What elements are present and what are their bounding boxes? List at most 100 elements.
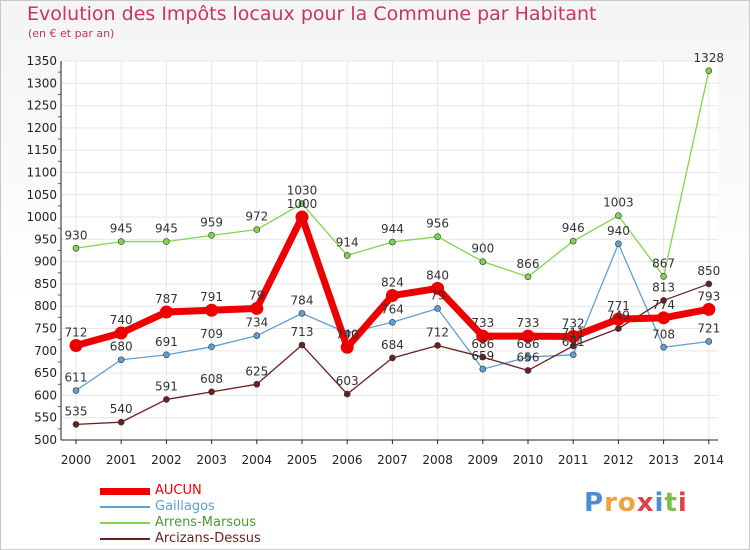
data-point: [298, 200, 306, 207]
data-label: 733: [471, 316, 494, 330]
data-point: [72, 421, 80, 428]
x-tick-label: 2012: [603, 453, 634, 467]
data-point: [615, 212, 622, 220]
data-point: [389, 354, 396, 362]
data-label: 691: [562, 335, 585, 349]
data-point: [253, 332, 261, 339]
x-tick-label: 2002: [151, 453, 182, 467]
data-label: 740: [336, 327, 359, 341]
data-label: 784: [291, 293, 314, 307]
data-label: 1000: [287, 197, 318, 211]
legend-label: Gaillagos: [155, 499, 215, 514]
data-point: [611, 312, 625, 326]
y-tick-label: 550: [34, 411, 57, 425]
y-tick-label: 1150: [26, 143, 57, 157]
x-tick-label: 2009: [468, 453, 499, 467]
logo-letter: P: [584, 488, 605, 518]
data-label: 740: [110, 313, 133, 327]
legend-swatch: [100, 488, 150, 495]
data-label: 591: [155, 379, 178, 393]
data-label: 900: [471, 242, 494, 256]
data-label: 787: [155, 292, 178, 306]
data-label: 79: [249, 288, 264, 302]
x-tick-label: 2005: [287, 453, 318, 467]
data-point: [479, 365, 487, 373]
legend-label: Arcizans-Dessus: [155, 531, 261, 546]
data-point: [298, 341, 306, 349]
y-tick-label: 1350: [26, 54, 57, 68]
data-point: [524, 273, 532, 281]
data-point: [253, 380, 261, 388]
data-label: 945: [155, 222, 178, 236]
data-label: 680: [110, 340, 133, 354]
data-point: [660, 273, 667, 280]
data-label: 656: [517, 350, 540, 364]
data-label: 712: [65, 325, 88, 339]
data-label: 611: [65, 371, 88, 385]
data-point: [205, 303, 219, 317]
data-point: [660, 343, 667, 351]
data-point: [569, 237, 577, 245]
x-tick-label: 2003: [196, 453, 227, 467]
data-label: 940: [607, 224, 630, 238]
data-point: [434, 342, 441, 349]
data-point: [657, 311, 671, 325]
data-point: [340, 340, 354, 354]
data-label: 813: [652, 280, 675, 294]
data-point: [208, 343, 215, 351]
data-point: [385, 289, 399, 303]
y-tick-label: 1050: [26, 188, 57, 202]
data-label: 771: [607, 299, 630, 313]
data-point: [117, 356, 125, 364]
data-label: 793: [697, 289, 720, 303]
data-label: 930: [65, 228, 88, 242]
y-tick-label: 800: [34, 299, 57, 313]
data-label: 709: [200, 327, 223, 341]
data-label: 686: [517, 337, 540, 351]
data-point: [569, 351, 577, 359]
data-point: [566, 330, 580, 344]
data-label: 608: [200, 372, 223, 386]
data-point: [431, 281, 445, 295]
data-point: [208, 388, 215, 396]
data-label: 686: [471, 337, 494, 351]
data-label: 659: [471, 349, 494, 363]
data-label: 764: [381, 302, 404, 316]
data-label: 734: [245, 316, 268, 330]
x-tick-label: 2007: [377, 453, 408, 467]
x-tick-label: 2013: [648, 453, 679, 467]
data-label: 1030: [287, 184, 318, 198]
data-point: [479, 258, 487, 265]
chart-title: Evolution des Impôts locaux pour la Comm…: [27, 3, 597, 25]
logo-letter: o: [617, 488, 637, 518]
data-point: [117, 238, 125, 245]
data-point: [389, 238, 396, 246]
data-point: [705, 280, 713, 288]
data-label: 959: [200, 215, 223, 229]
data-point: [434, 305, 441, 312]
y-tick-label: 700: [34, 344, 57, 358]
x-tick-label: 2011: [558, 453, 589, 467]
data-point: [521, 329, 535, 343]
data-label: 712: [426, 325, 449, 339]
data-point: [163, 351, 170, 359]
data-label: 956: [426, 217, 449, 231]
data-point: [208, 232, 215, 239]
data-label: 774: [652, 298, 675, 312]
data-label: 791: [200, 290, 223, 304]
data-label: 733: [517, 316, 540, 330]
y-tick-label: 650: [34, 366, 57, 380]
legend-swatch: [100, 506, 150, 508]
data-label: 713: [291, 325, 314, 339]
data-label: 732: [562, 317, 585, 331]
data-point: [343, 252, 351, 259]
y-tick-label: 950: [34, 232, 57, 246]
y-tick-label: 900: [34, 255, 57, 269]
logo-letter: i: [654, 488, 665, 518]
data-point: [705, 67, 713, 75]
x-tick-label: 2010: [513, 453, 544, 467]
data-point: [253, 226, 261, 233]
data-label: 1328: [694, 51, 725, 65]
data-label: 972: [245, 210, 268, 224]
